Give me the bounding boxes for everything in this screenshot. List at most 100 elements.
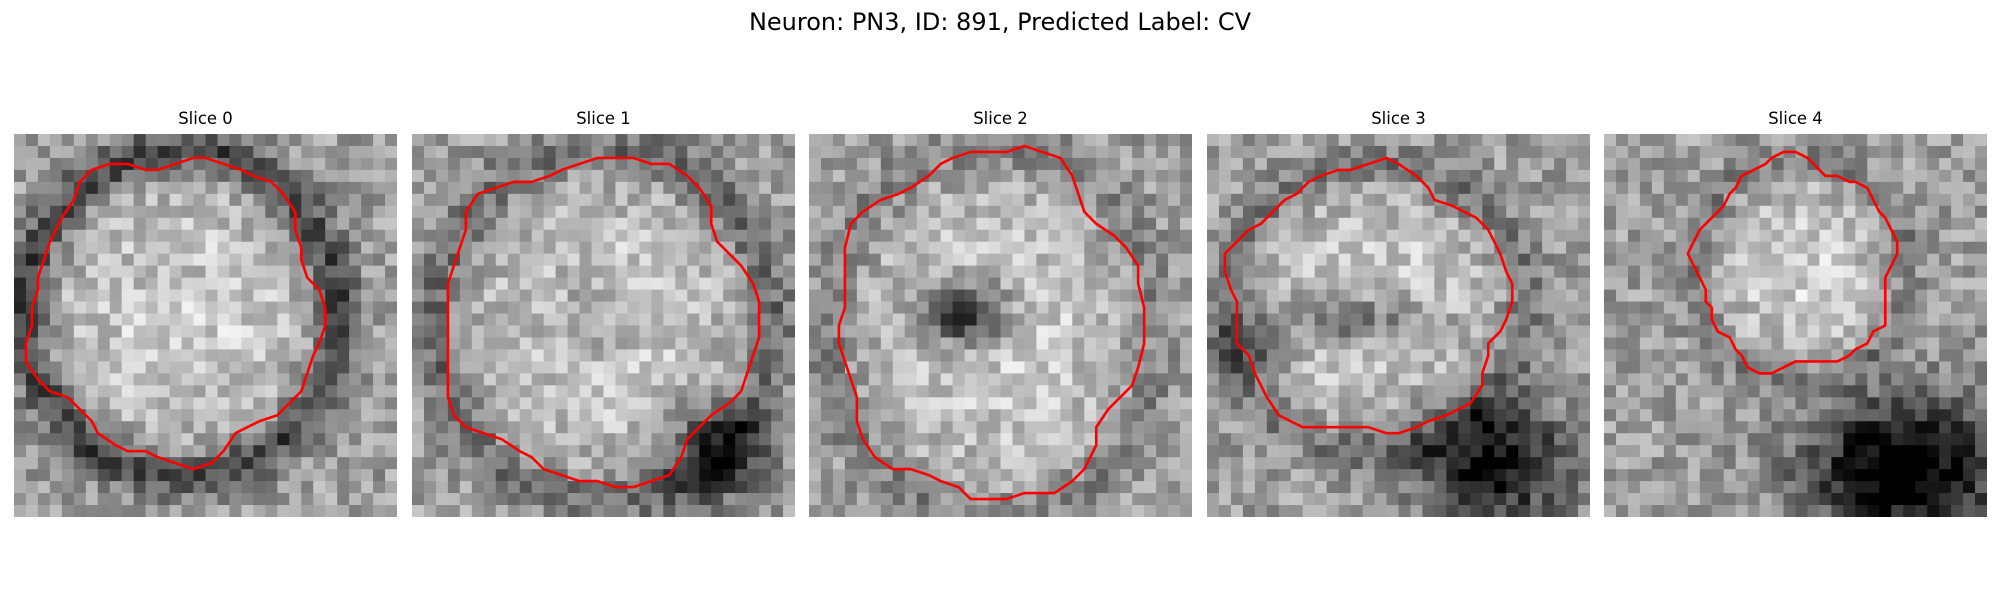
pixel [1338, 134, 1352, 147]
pixel [1783, 181, 1796, 195]
pixel [1386, 289, 1399, 303]
pixel [325, 373, 338, 386]
pixel [904, 385, 918, 398]
pixel [1771, 277, 1785, 291]
pixel [1699, 157, 1713, 171]
pixel [1108, 217, 1121, 231]
pixel [519, 361, 533, 374]
segmentation-contour [1223, 156, 1514, 435]
pixel [699, 169, 712, 183]
pixel [687, 134, 700, 147]
pixel [1048, 181, 1061, 195]
pixel [615, 373, 628, 386]
pixel [1747, 289, 1761, 303]
pixel [639, 433, 652, 446]
pixel [1867, 433, 1880, 446]
pixel [385, 361, 397, 374]
pixel [567, 229, 581, 243]
pixel [844, 289, 858, 303]
pixel [735, 457, 748, 470]
pixel [1891, 433, 1904, 446]
pixel [1783, 337, 1796, 350]
pixel [1374, 193, 1388, 207]
pixel [1711, 433, 1725, 446]
pixel [1470, 493, 1483, 506]
pixel [1060, 385, 1073, 398]
pixel [1422, 134, 1435, 147]
pixel [97, 145, 111, 159]
pixel [145, 265, 159, 279]
pixel [423, 134, 437, 147]
pixel [1000, 134, 1013, 147]
pixel [1819, 409, 1832, 422]
pixel [1578, 481, 1590, 494]
pixel [916, 505, 930, 517]
pixel [735, 145, 748, 159]
pixel [1218, 433, 1232, 446]
pixel [579, 169, 593, 183]
pixel [337, 493, 350, 506]
pixel [735, 157, 748, 171]
pixel [1410, 157, 1423, 171]
pixel [25, 493, 39, 506]
pixel [277, 217, 290, 231]
pixel [1120, 169, 1133, 183]
pixel [157, 193, 171, 207]
pixel [1422, 289, 1435, 303]
pixel [1326, 397, 1340, 410]
pixel [928, 193, 942, 207]
pixel [193, 421, 206, 434]
pixel [1108, 481, 1121, 494]
pixel [1108, 385, 1121, 398]
pixel [1060, 433, 1073, 446]
pixel [1891, 373, 1904, 386]
pixel [928, 493, 942, 506]
pixel [711, 205, 724, 219]
pixel [1398, 505, 1411, 517]
pixel [904, 493, 918, 506]
pixel [1927, 205, 1940, 219]
pixel [1242, 157, 1256, 171]
pixel [1615, 457, 1629, 470]
pixel [1168, 457, 1181, 470]
pixel [1434, 397, 1447, 410]
pixel [759, 217, 772, 231]
pixel [1939, 265, 1952, 279]
pixel [1903, 325, 1916, 338]
pixel [1290, 289, 1304, 303]
pixel [1663, 373, 1677, 386]
pixel [471, 325, 485, 338]
pixel [121, 505, 135, 517]
pixel [1807, 134, 1820, 147]
pixel [880, 493, 894, 506]
pixel [1759, 385, 1773, 398]
pixel [325, 505, 338, 517]
pixel [145, 397, 159, 410]
pixel [85, 385, 99, 398]
pixel [1386, 409, 1399, 422]
pixel [1048, 157, 1061, 171]
pixel [1314, 325, 1328, 338]
pixel [1723, 409, 1737, 422]
pixel [1819, 385, 1832, 398]
pixel [1302, 217, 1316, 231]
pixel [373, 373, 386, 386]
pixel [1000, 325, 1013, 338]
pixel [1494, 409, 1507, 422]
pixel [1096, 457, 1109, 470]
pixel [809, 145, 822, 159]
pixel [1903, 373, 1916, 386]
pixel [73, 445, 87, 458]
pixel [1072, 169, 1085, 183]
pixel [337, 433, 350, 446]
pixel [759, 301, 772, 315]
pixel [1855, 385, 1868, 398]
pixel [121, 361, 135, 374]
pixel [277, 277, 290, 291]
pixel [771, 385, 784, 398]
pixel [1314, 181, 1328, 195]
pixel [747, 505, 760, 517]
pixel [868, 301, 882, 315]
pixel [1506, 493, 1519, 506]
pixel [1108, 169, 1121, 183]
